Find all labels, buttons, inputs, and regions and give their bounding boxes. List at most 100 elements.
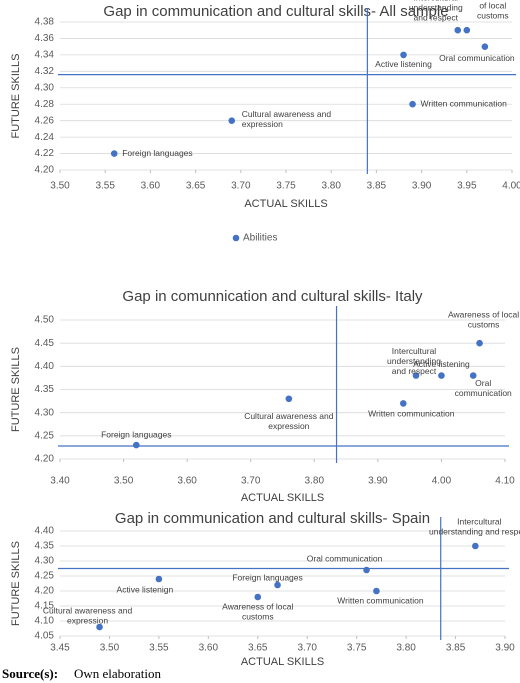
point bbox=[274, 581, 281, 589]
point-label: Cultural awareness and bbox=[242, 109, 332, 119]
chart-title: Gap in communication and cultural skills… bbox=[115, 510, 430, 527]
y-tick-label: 4.50 bbox=[35, 315, 55, 326]
x-tick-label: 3.60 bbox=[199, 643, 219, 654]
point-label: expression bbox=[268, 421, 309, 431]
point-label: expression bbox=[242, 119, 283, 129]
x-tick-label: 3.85 bbox=[367, 181, 387, 192]
y-tick-label: 4.24 bbox=[35, 132, 55, 143]
y-tick-label: 4.28 bbox=[35, 99, 55, 110]
point-label: communication bbox=[455, 388, 512, 398]
x-tick-label: 4.10 bbox=[495, 476, 515, 487]
y-tick-label: 4.20 bbox=[35, 454, 55, 465]
point bbox=[463, 26, 471, 34]
point-label: Intercultural bbox=[392, 346, 437, 356]
x-tick-label: 3.55 bbox=[149, 643, 169, 654]
point-label: Awareness of local bbox=[448, 309, 519, 319]
y-tick-label: 4.20 bbox=[35, 586, 55, 597]
point-label: customs bbox=[477, 10, 509, 20]
point bbox=[412, 372, 420, 379]
point bbox=[96, 623, 103, 631]
point-label: Cultural awareness and bbox=[43, 605, 133, 615]
y-tick-label: 4.05 bbox=[35, 631, 55, 642]
point-label: customs bbox=[468, 319, 500, 329]
x-tick-label: 3.90 bbox=[495, 643, 515, 654]
point bbox=[409, 100, 416, 108]
chart-title: Gap in comunnication and cultural skills… bbox=[122, 288, 423, 305]
x-tick-label: 3.75 bbox=[347, 643, 367, 654]
x-tick-label: 3.70 bbox=[241, 476, 261, 487]
y-axis-label: FUTURE SKILLS bbox=[10, 347, 22, 432]
x-tick-label: 3.50 bbox=[50, 181, 70, 192]
x-tick-label: 3.65 bbox=[186, 181, 206, 192]
x-tick-label: 3.80 bbox=[305, 476, 325, 487]
point-label: Active listening bbox=[375, 59, 432, 69]
y-tick-label: 4.38 bbox=[35, 17, 55, 28]
x-tick-label: 3.65 bbox=[248, 643, 268, 654]
point bbox=[155, 575, 163, 583]
x-tick-label: 3.90 bbox=[412, 181, 432, 192]
y-tick-label: 4.35 bbox=[35, 384, 55, 395]
x-tick-label: 3.95 bbox=[457, 181, 477, 192]
point-label: Foreign languages bbox=[232, 572, 302, 582]
y-tick-label: 4.40 bbox=[35, 526, 55, 537]
x-tick-label: 3.60 bbox=[177, 476, 197, 487]
point-label: Written communication bbox=[368, 409, 455, 419]
point-label: understanding bbox=[409, 2, 463, 12]
x-tick-label: 3.85 bbox=[446, 643, 466, 654]
point-label: customs bbox=[242, 611, 274, 621]
x-axis-label: ACTUAL SKILLS bbox=[244, 198, 327, 210]
x-tick-label: 4.00 bbox=[502, 181, 520, 192]
point-label: Intercultural bbox=[457, 516, 502, 526]
x-tick-label: 4.00 bbox=[432, 476, 452, 487]
point bbox=[438, 372, 445, 379]
point-label: understanding and respect bbox=[429, 526, 520, 536]
x-tick-label: 3.75 bbox=[276, 181, 296, 192]
y-tick-label: 4.15 bbox=[35, 601, 55, 612]
point bbox=[373, 587, 380, 595]
point bbox=[363, 566, 370, 574]
point-label: Active listening bbox=[413, 359, 470, 369]
y-tick-label: 4.10 bbox=[35, 616, 55, 627]
point bbox=[472, 542, 479, 550]
source-label: Source(s): bbox=[2, 666, 58, 681]
point-label: and respect bbox=[392, 366, 437, 376]
y-tick-label: 4.30 bbox=[35, 407, 55, 418]
source-text: Own elaboration bbox=[74, 666, 162, 681]
legend-label: Abilities bbox=[243, 233, 277, 244]
point-label: Written communication bbox=[337, 595, 424, 605]
y-tick-label: 4.45 bbox=[35, 338, 55, 349]
x-tick-label: 3.80 bbox=[321, 181, 341, 192]
point-label: Foreign languages bbox=[101, 429, 171, 439]
y-tick-label: 4.25 bbox=[35, 430, 55, 441]
y-tick-label: 4.40 bbox=[35, 361, 55, 372]
point bbox=[285, 395, 293, 403]
point bbox=[476, 339, 483, 347]
point bbox=[132, 441, 140, 449]
point bbox=[110, 150, 118, 157]
point-label: Foreign languages bbox=[122, 148, 192, 158]
point-label: of local bbox=[479, 0, 506, 10]
y-tick-label: 4.22 bbox=[35, 148, 55, 159]
y-tick-label: 4.20 bbox=[35, 165, 55, 176]
x-tick-label: 3.70 bbox=[231, 181, 251, 192]
y-tick-label: 4.30 bbox=[35, 556, 55, 567]
point bbox=[454, 26, 462, 34]
point-label: expression bbox=[67, 615, 108, 625]
x-tick-label: 3.70 bbox=[297, 643, 317, 654]
legend-marker bbox=[232, 234, 240, 242]
point bbox=[228, 117, 236, 124]
x-axis-label: ACTUAL SKILLS bbox=[241, 656, 324, 668]
point-label: understanding bbox=[387, 356, 441, 366]
point bbox=[254, 593, 262, 601]
point-label: Active listenign bbox=[117, 584, 174, 594]
point-label: Written communication bbox=[421, 98, 508, 108]
point bbox=[469, 372, 477, 379]
x-axis-label: ACTUAL SKILLS bbox=[241, 492, 324, 504]
x-tick-label: 3.40 bbox=[50, 476, 70, 487]
point-label: and respect bbox=[414, 12, 459, 22]
point bbox=[481, 43, 489, 50]
y-tick-label: 4.30 bbox=[35, 82, 55, 93]
point-label: Awareness of local bbox=[222, 601, 293, 611]
y-tick-label: 4.25 bbox=[35, 571, 55, 582]
point-label: Intercultural bbox=[414, 0, 459, 2]
